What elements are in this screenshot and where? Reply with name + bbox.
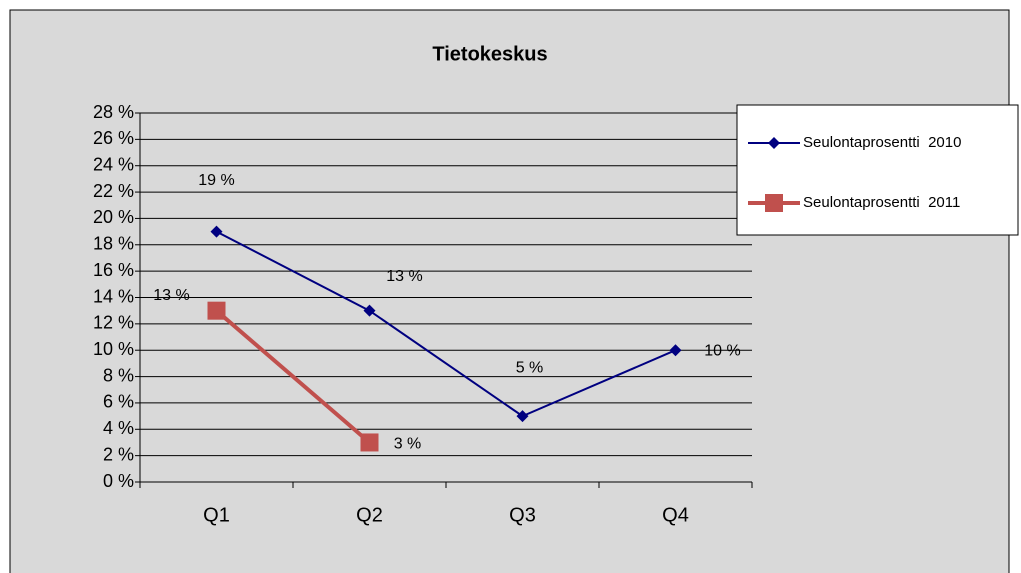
y-tick-label: 18 %	[93, 234, 134, 254]
marker	[768, 137, 780, 149]
y-tick-label: 10 %	[93, 339, 134, 359]
chart-area	[9, 9, 1010, 573]
y-tick-label: 22 %	[93, 181, 134, 201]
legend-label: Seulontaprosentti 2011	[803, 194, 960, 211]
series-line	[216, 230, 676, 418]
legend-box	[736, 104, 1019, 236]
marker	[360, 433, 379, 452]
x-tick-label: Q3	[509, 504, 536, 526]
series-line	[215, 309, 371, 444]
y-tick-label: 20 %	[93, 207, 134, 227]
legend-label: Seulontaprosentti 2010	[803, 134, 961, 151]
data-label: 13 %	[153, 287, 189, 304]
marker	[207, 301, 226, 320]
x-tick-label: Q1	[203, 504, 230, 526]
y-tick-label: 16 %	[93, 260, 134, 280]
y-tick-label: 24 %	[93, 154, 134, 174]
y-tick-label: 28 %	[93, 102, 134, 122]
data-label: 3 %	[394, 436, 422, 453]
marker	[210, 225, 223, 238]
y-tick-label: 12 %	[93, 313, 134, 333]
marker	[765, 194, 783, 212]
marker	[669, 344, 682, 357]
y-tick-label: 8 %	[103, 365, 134, 385]
x-tick-label: Q4	[662, 504, 689, 526]
data-label: 19 %	[198, 172, 234, 189]
marker	[363, 304, 376, 317]
data-label: 5 %	[516, 359, 544, 376]
y-tick-label: 14 %	[93, 286, 134, 306]
chart-title: Tietokeskus	[432, 43, 547, 65]
y-tick-label: 26 %	[93, 128, 134, 148]
marker	[516, 410, 529, 423]
data-label: 10 %	[704, 342, 740, 359]
y-tick-label: 2 %	[103, 444, 134, 464]
y-tick-label: 4 %	[103, 418, 134, 438]
data-label: 13 %	[386, 268, 422, 285]
y-tick-label: 0 %	[103, 471, 134, 491]
x-tick-label: Q2	[356, 504, 383, 526]
y-tick-label: 6 %	[103, 392, 134, 412]
